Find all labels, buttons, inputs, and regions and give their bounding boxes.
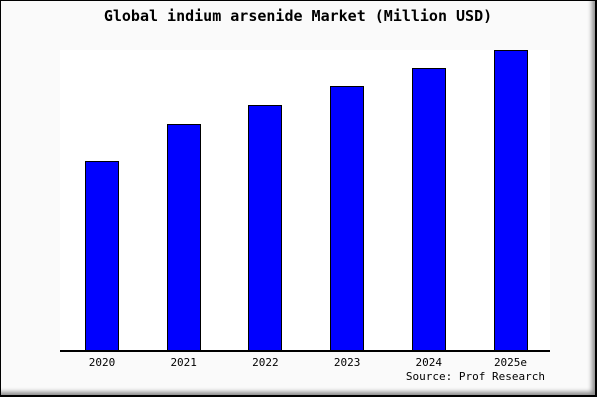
source-label: Source: Prof Research [405,370,545,383]
x-tick-label-2024: 2024 [415,356,443,369]
x-tick-label-2020: 2020 [88,356,116,369]
x-tick-label-2025e: 2025e [493,356,528,369]
x-tick-label-2022: 2022 [252,356,279,369]
bar-2023 [330,86,365,350]
bar-2024 [411,68,446,350]
bar-2020 [85,161,119,350]
x-axis-labels: 2020 2021 2022 2023 2024 2025e [60,356,550,372]
bar-2021 [166,124,201,350]
chart-title: Global indium arsenide Market (Million U… [103,7,493,25]
x-tick-label-2021: 2021 [170,356,197,369]
bar-2022 [248,105,283,350]
bar-2025e [493,50,528,350]
plot-area [60,50,550,352]
x-tick-label-2023: 2023 [333,356,361,369]
